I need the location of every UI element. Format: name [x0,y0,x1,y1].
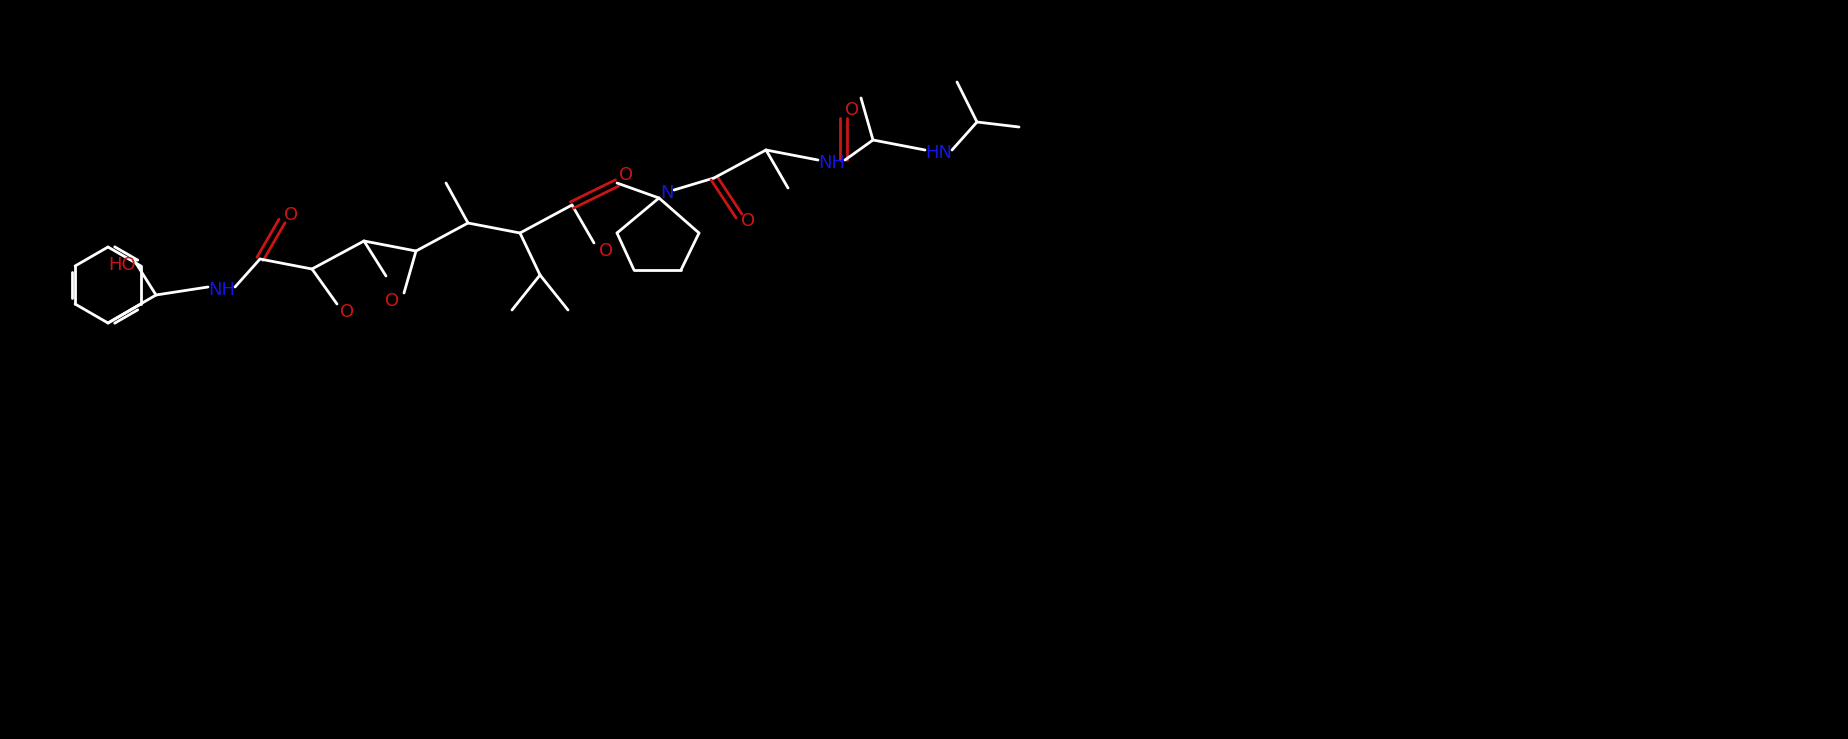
Text: HO: HO [109,256,135,274]
Text: O: O [741,212,756,230]
Text: NH: NH [819,154,846,172]
Text: O: O [285,206,298,224]
Text: O: O [845,101,859,119]
Text: O: O [384,292,399,310]
Text: O: O [599,242,614,260]
Text: HN: HN [926,144,952,162]
Text: O: O [340,303,355,321]
Text: O: O [619,166,634,184]
Text: N: N [660,184,675,202]
Text: NH: NH [209,281,235,299]
